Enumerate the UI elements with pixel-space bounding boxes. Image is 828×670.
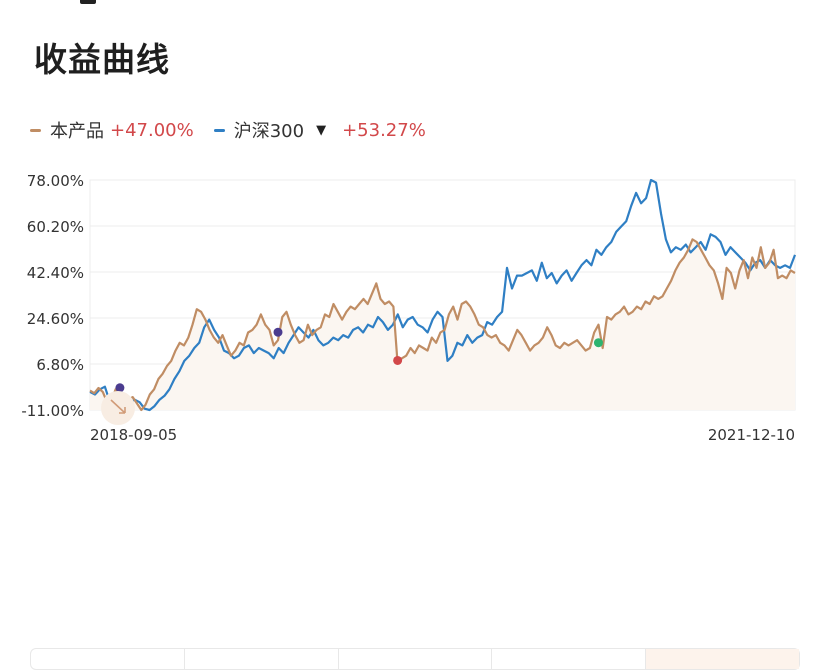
period-tab[interactable]	[646, 649, 799, 669]
x-end-label: 2021-12-10	[708, 426, 795, 444]
product-area-fill	[90, 239, 795, 410]
return-curve-chart: 78.00% 60.20% 42.40% 24.60% 6.80% -11.00% 2018…	[21, 172, 797, 444]
product-swatch	[30, 128, 41, 132]
legend-product: 本产品 +47.00%	[30, 117, 194, 143]
y-tick-label: 24.60%	[27, 310, 84, 328]
x-start-label: 2018-09-05	[90, 426, 177, 444]
y-tick-label: 42.40%	[27, 264, 84, 282]
trade-marker-dot	[115, 383, 125, 393]
legend-index-selector[interactable]: 沪深300 ▼ +53.27%	[213, 117, 426, 143]
period-tab[interactable]	[339, 649, 493, 669]
status-bar-fragment	[80, 0, 96, 4]
triangle-down-icon[interactable]: ▼	[316, 122, 327, 138]
period-tab[interactable]	[31, 649, 185, 669]
trade-marker-dot	[273, 327, 283, 337]
series-line-product	[89, 238, 796, 412]
index-swatch	[213, 128, 225, 132]
period-tab[interactable]	[185, 649, 339, 669]
trade-marker-dot	[593, 338, 603, 348]
legend-index-label: 沪深300	[233, 121, 305, 142]
chart-legend: 本产品 +47.00% 沪深300 ▼ +53.27%	[30, 117, 446, 143]
legend-product-value: +47.00%	[110, 119, 194, 141]
y-tick-label: 6.80%	[36, 356, 84, 374]
legend-index-value: +53.27%	[342, 119, 426, 141]
y-tick-label: -11.00%	[21, 402, 84, 420]
legend-product-label: 本产品	[50, 121, 104, 142]
start-marker-bubble	[101, 391, 135, 425]
page-title: 收益曲线	[34, 40, 170, 79]
arrow-down-right-icon	[110, 399, 126, 414]
period-tabs	[30, 648, 800, 670]
y-tick-label: 78.00%	[27, 172, 84, 190]
y-tick-label: 60.20%	[27, 218, 84, 236]
trade-marker-dot	[393, 355, 403, 365]
period-tab[interactable]	[492, 649, 647, 669]
